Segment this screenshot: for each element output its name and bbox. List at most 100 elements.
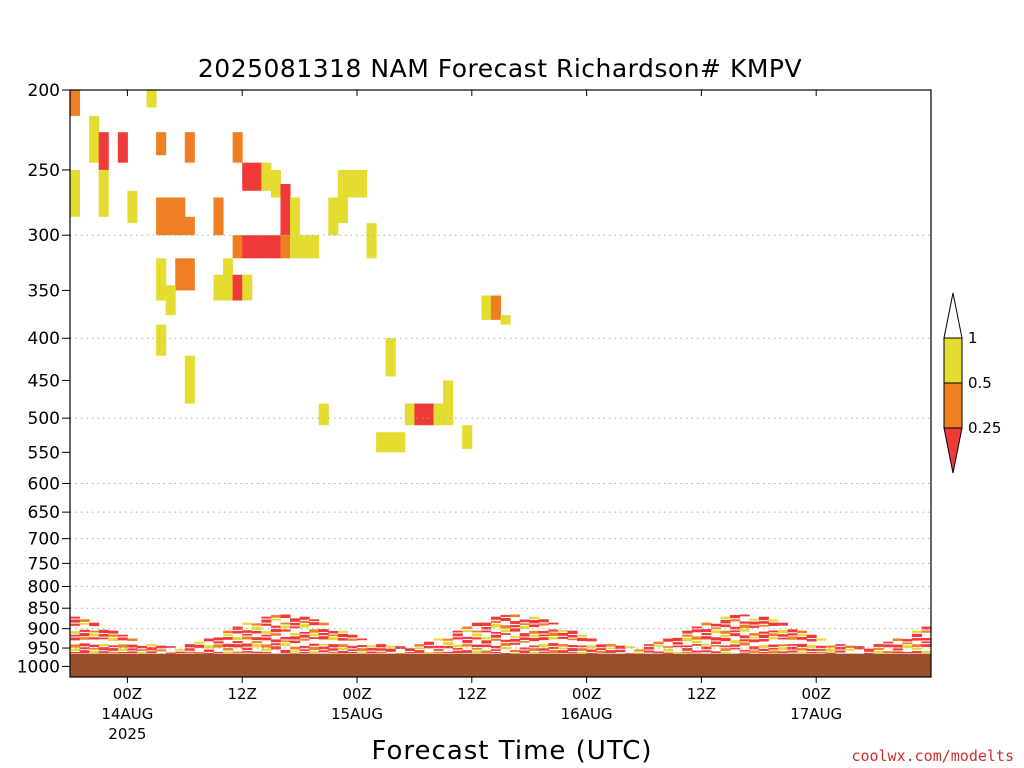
ri-cell [70, 616, 81, 619]
ri-cell [644, 650, 655, 653]
ri-cell [519, 650, 530, 654]
ri-cell [98, 169, 109, 217]
ri-cell [749, 618, 760, 621]
ri-cell [557, 632, 568, 636]
ri-cell [98, 634, 109, 637]
ri-cell [184, 132, 195, 163]
ri-cell [290, 622, 301, 626]
x-axis: 00Z 14AUG 2025 12Z 00Z 15AUG 12Z 00Z 16AUG 12Z 00Z… [101, 90, 842, 743]
ri-cell [385, 338, 396, 377]
ri-cell [730, 630, 741, 633]
colorbar-orange [943, 382, 963, 429]
ri-cell [404, 652, 415, 654]
ri-cell [175, 258, 186, 291]
ri-cell [682, 634, 693, 637]
ri-cell [758, 631, 769, 634]
colorbar-legend: 0.25 0.5 1 [943, 292, 1001, 474]
ri-cell [347, 638, 358, 641]
ri-cell [251, 630, 262, 634]
ri-cell [242, 643, 253, 647]
ri-cell [433, 649, 444, 651]
ri-cell [242, 235, 253, 259]
ri-cell [835, 650, 846, 653]
ri-cell [79, 619, 90, 622]
ri-cell [223, 634, 234, 636]
ri-cell [213, 651, 224, 654]
ri-cell [921, 626, 932, 630]
ri-cell [510, 625, 521, 628]
ri-cell [270, 618, 281, 621]
ri-cell [471, 644, 482, 648]
ri-cell [797, 634, 808, 636]
ri-cell [184, 651, 195, 654]
ri-cell [127, 644, 138, 648]
ri-cell [433, 645, 444, 649]
ri-cell [213, 637, 224, 641]
ri-cell [242, 162, 253, 191]
ri-cell [691, 640, 702, 644]
gridlines [70, 234, 931, 649]
ri-cell [462, 644, 473, 647]
ri-cell [290, 235, 301, 259]
ri-cell [290, 618, 301, 622]
ri-cell [98, 644, 109, 647]
ri-cell [797, 636, 808, 640]
ri-cell [347, 634, 358, 638]
ri-cell [261, 634, 272, 637]
ri-cell [586, 645, 597, 649]
ri-cell [89, 115, 100, 163]
ri-cell [500, 642, 511, 647]
y-tick-label: 500 [28, 409, 60, 429]
ri-cell [844, 649, 855, 651]
ri-cell [490, 651, 501, 654]
ri-cell [433, 403, 444, 426]
ri-cell [921, 650, 932, 654]
ri-cell [758, 624, 769, 627]
y-tick-label: 950 [28, 639, 60, 659]
ri-cell [108, 645, 119, 648]
ri-cell [557, 650, 568, 653]
credit-link[interactable]: coolwx.com/modelts [851, 747, 1014, 765]
y-tick-label: 300 [28, 226, 60, 246]
ri-cell [70, 169, 81, 217]
ri-cell [548, 622, 559, 625]
ri-cell [873, 647, 884, 650]
ri-cell [146, 647, 157, 651]
ri-cell [414, 403, 425, 426]
ri-cell [242, 622, 253, 625]
ri-cell [213, 641, 224, 644]
ri-cell [318, 643, 329, 646]
ri-cell [156, 649, 167, 652]
ri-cell [500, 653, 511, 655]
ri-cell [758, 621, 769, 624]
ri-cell [213, 644, 224, 648]
ri-cell [653, 645, 664, 647]
ri-cell [701, 643, 712, 646]
ri-cell [730, 619, 741, 622]
ri-cell [758, 648, 769, 651]
ri-cell [146, 644, 157, 647]
ri-cell [290, 646, 301, 650]
ri-cell [691, 650, 702, 653]
ri-cell [797, 643, 808, 648]
ri-cell [423, 641, 435, 645]
colorbar-label: 0.25 [968, 419, 1001, 437]
ri-cell [318, 403, 329, 426]
ri-cell [462, 626, 473, 630]
ri-cell [797, 648, 808, 651]
ri-cell [710, 627, 722, 630]
ri-cell [70, 651, 81, 654]
ri-cell [883, 644, 894, 648]
ri-cell [557, 644, 568, 647]
ri-cell [175, 651, 186, 654]
x-tick-date: 16AUG [561, 705, 613, 723]
ri-cell [739, 649, 750, 652]
ri-cell [538, 623, 549, 626]
ri-cell [328, 630, 339, 634]
ri-cell [108, 648, 119, 651]
chart-title: 2025081318 NAM Forecast Richardson# KMPV [198, 54, 802, 83]
ri-cell [567, 645, 578, 648]
ri-cell [577, 648, 588, 651]
ri-cell [203, 649, 214, 652]
ri-cell [165, 197, 176, 236]
